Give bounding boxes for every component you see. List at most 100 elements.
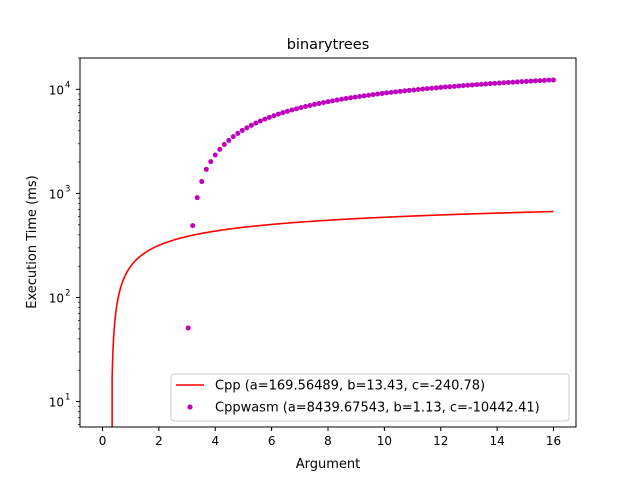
data-point-cppwasm xyxy=(505,80,511,86)
data-point-cppwasm xyxy=(514,79,520,85)
data-point-cppwasm xyxy=(212,152,218,158)
data-point-cppwasm xyxy=(307,102,313,108)
data-point-cppwasm xyxy=(275,111,281,117)
y-axis-label: Execution Time (ms) xyxy=(25,175,40,308)
x-tick-label: 16 xyxy=(546,434,561,448)
data-point-cppwasm xyxy=(339,96,345,102)
x-axis-label: Argument xyxy=(296,457,361,472)
data-point-cppwasm xyxy=(366,92,372,98)
y-tick-label: 10 xyxy=(49,187,64,201)
data-point-cppwasm xyxy=(415,87,421,93)
x-tick-label: 6 xyxy=(268,434,276,448)
data-point-cppwasm xyxy=(465,82,471,88)
data-point-cppwasm xyxy=(469,82,475,88)
data-point-cppwasm xyxy=(442,84,448,90)
data-point-cppwasm xyxy=(447,84,453,90)
data-point-cppwasm xyxy=(433,85,439,91)
data-point-cppwasm xyxy=(280,110,286,116)
data-point-cppwasm xyxy=(456,83,462,89)
data-point-cppwasm xyxy=(541,77,547,83)
data-point-cppwasm xyxy=(257,118,263,124)
data-point-cppwasm xyxy=(384,90,390,96)
data-point-cppwasm xyxy=(501,80,507,86)
x-tick-label: 0 xyxy=(99,434,107,448)
data-point-cppwasm xyxy=(420,86,426,92)
plot-series xyxy=(111,77,556,427)
data-point-cppwasm xyxy=(194,195,200,201)
data-point-cppwasm xyxy=(262,116,268,122)
x-tick-label: 12 xyxy=(433,434,448,448)
y-tick-exponent: 4 xyxy=(65,80,70,90)
data-point-cppwasm xyxy=(320,100,326,106)
data-point-cppwasm xyxy=(217,146,223,152)
data-point-cppwasm xyxy=(208,159,214,165)
data-point-cppwasm xyxy=(199,179,205,185)
x-tick-label: 2 xyxy=(155,434,163,448)
data-point-cppwasm xyxy=(334,97,340,103)
data-point-cppwasm xyxy=(537,78,543,84)
series-line-cpp xyxy=(111,210,554,427)
data-point-cppwasm xyxy=(370,92,376,98)
axes-frame xyxy=(79,57,577,428)
data-point-cppwasm xyxy=(411,87,417,93)
data-point-cppwasm xyxy=(203,166,209,172)
data-point-cppwasm xyxy=(266,114,272,120)
y-tick-label: 10 xyxy=(49,396,64,410)
data-point-cppwasm xyxy=(402,88,408,94)
data-point-cppwasm xyxy=(496,80,502,86)
data-point-cppwasm xyxy=(302,104,308,109)
chart-title: binarytrees xyxy=(287,37,370,53)
y-tick-exponent: 2 xyxy=(65,289,70,299)
legend: Cpp (a=169.56489, b=13.43, c=-240.78) Cp… xyxy=(170,373,570,422)
data-point-cppwasm xyxy=(379,90,385,96)
legend-marker-cppwasm xyxy=(187,404,193,410)
data-point-cppwasm xyxy=(397,88,403,94)
y-tick-label: 10 xyxy=(49,292,64,306)
x-tick-label: 14 xyxy=(489,434,504,448)
data-point-cppwasm xyxy=(325,99,331,105)
data-point-cppwasm xyxy=(492,80,498,86)
data-point-cppwasm xyxy=(271,113,277,119)
data-point-cppwasm xyxy=(221,142,227,148)
data-point-cppwasm xyxy=(343,96,349,102)
data-point-cppwasm xyxy=(230,134,236,140)
data-point-cppwasm xyxy=(429,85,435,91)
data-point-cppwasm xyxy=(460,83,466,89)
data-point-cppwasm xyxy=(438,84,444,90)
y-tick-exponent: 3 xyxy=(65,184,70,194)
data-point-cppwasm xyxy=(357,93,363,99)
data-point-cppwasm xyxy=(550,77,556,83)
data-point-cppwasm xyxy=(532,78,538,84)
data-point-cppwasm xyxy=(185,325,191,331)
legend-label-cppwasm: Cppwasm (a=8439.67543, b=1.13, c=-10442.… xyxy=(215,401,540,416)
data-point-cppwasm xyxy=(235,130,241,136)
data-point-cppwasm xyxy=(487,81,493,87)
data-point-cppwasm xyxy=(478,81,484,87)
data-point-cppwasm xyxy=(311,101,317,107)
data-point-cppwasm xyxy=(523,78,529,84)
data-point-cppwasm xyxy=(316,101,322,106)
data-point-cppwasm xyxy=(361,93,367,99)
data-point-cppwasm xyxy=(190,223,196,229)
data-point-cppwasm xyxy=(393,89,399,95)
data-point-cppwasm xyxy=(330,98,336,104)
data-point-cppwasm xyxy=(510,79,516,85)
data-point-cppwasm xyxy=(424,86,430,92)
x-tick-label: 10 xyxy=(377,434,392,448)
x-axis-ticks: 0 2 4 6 8 10 12 14 16 xyxy=(99,427,561,448)
data-point-cppwasm xyxy=(451,83,457,89)
data-point-cppwasm xyxy=(284,108,290,114)
data-point-cppwasm xyxy=(293,106,299,112)
data-point-cppwasm xyxy=(253,120,259,126)
data-point-cppwasm xyxy=(546,77,552,83)
data-point-cppwasm xyxy=(352,94,358,100)
data-point-cppwasm xyxy=(248,122,254,128)
data-point-cppwasm xyxy=(289,107,295,113)
x-tick-label: 4 xyxy=(211,434,219,448)
data-point-cppwasm xyxy=(226,137,232,143)
x-tick-label: 8 xyxy=(324,434,332,448)
data-point-cppwasm xyxy=(406,87,412,93)
data-point-cppwasm xyxy=(348,95,354,101)
